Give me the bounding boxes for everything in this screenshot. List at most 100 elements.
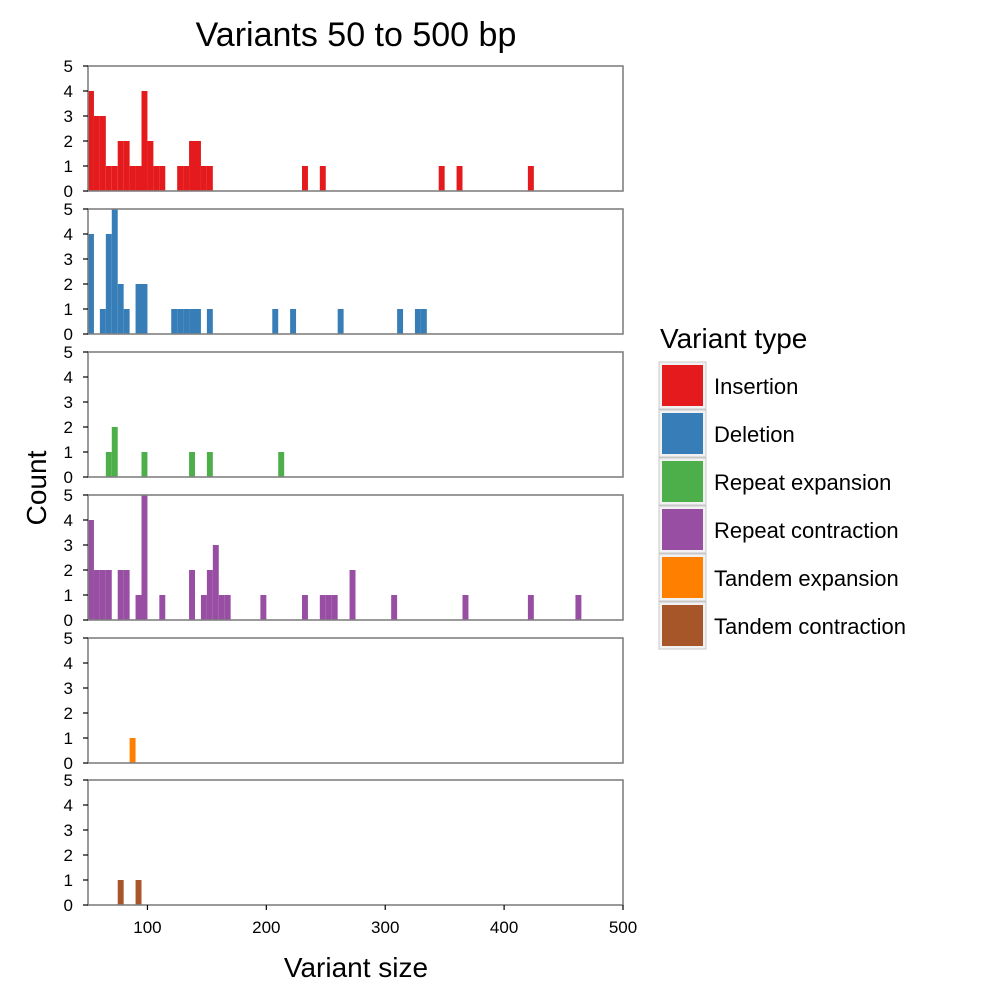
bar-insertion <box>527 166 534 191</box>
bar-insertion <box>302 166 308 191</box>
y-tick-label: 4 <box>64 225 73 244</box>
y-tick-label: 1 <box>64 586 73 605</box>
bar-deletion <box>141 284 148 334</box>
y-tick-label: 1 <box>64 871 73 890</box>
y-tick-label: 4 <box>64 368 73 387</box>
legend: Variant type Insertion Deletion Repeat exp… <box>658 323 906 650</box>
bar-insertion <box>88 91 94 191</box>
panel-border <box>87 494 624 621</box>
y-axis-title: Count <box>21 450 52 525</box>
y-tick-label: 2 <box>64 418 73 437</box>
y-tick-label: 1 <box>64 300 73 319</box>
y-tick-label: 5 <box>64 771 73 790</box>
bar-deletion <box>272 309 279 334</box>
bar-repeat-contraction <box>302 595 308 620</box>
bar-repeat-contraction <box>200 595 207 620</box>
bar-insertion <box>189 141 195 191</box>
bar-repeat-expansion <box>111 427 118 477</box>
panel-border <box>87 637 624 764</box>
y-tick-label: 5 <box>64 629 73 648</box>
bar-deletion <box>206 309 213 334</box>
legend-swatch-tandem-expansion <box>662 557 703 598</box>
bar-repeat-contraction <box>99 570 106 620</box>
bar-insertion <box>129 166 136 191</box>
bar-repeat-contraction <box>319 595 326 620</box>
bar-repeat-contraction <box>135 595 142 620</box>
y-tick-label: 2 <box>64 275 73 294</box>
x-tick-label: 300 <box>371 918 399 937</box>
y-tick-label: 2 <box>64 846 73 865</box>
y-tick-label: 0 <box>64 754 73 773</box>
y-tick-label: 5 <box>64 343 73 362</box>
legend-swatch-repeat-expansion <box>662 461 703 502</box>
bar-repeat-contraction <box>206 570 213 620</box>
y-tick-label: 2 <box>64 132 73 151</box>
panel-insertion: 0 1 2 3 4 5 <box>64 57 624 201</box>
bar-insertion <box>438 166 445 191</box>
bar-repeat-contraction <box>159 595 166 620</box>
bar-deletion <box>117 284 124 334</box>
bar-insertion <box>117 141 124 191</box>
panel-border <box>87 65 624 192</box>
y-tick-label: 5 <box>64 486 73 505</box>
bar-repeat-contraction <box>260 595 267 620</box>
panel-border <box>87 351 624 478</box>
bar-repeat-expansion <box>141 452 148 477</box>
bar-deletion <box>177 309 184 334</box>
bar-insertion <box>147 141 154 191</box>
y-tick-label: 3 <box>64 107 73 126</box>
y-tick-label: 3 <box>64 250 73 269</box>
bar-insertion <box>153 166 160 191</box>
bar-repeat-contraction <box>575 595 582 620</box>
bar-deletion <box>290 309 297 334</box>
bar-repeat-contraction <box>117 570 124 620</box>
legend-swatch-insertion <box>662 365 703 406</box>
bar-repeat-contraction <box>391 595 398 620</box>
bar-deletion <box>135 284 142 334</box>
bar-repeat-contraction <box>123 570 130 620</box>
y-tick-label: 0 <box>64 896 73 915</box>
y-tick-label: 2 <box>64 561 73 580</box>
x-tick-label: 500 <box>609 918 637 937</box>
bar-insertion <box>183 166 190 191</box>
legend-swatch-repeat-contraction <box>662 509 703 550</box>
legend-label-repeat-expansion: Repeat expansion <box>714 470 891 495</box>
y-tick-label: 4 <box>64 511 73 530</box>
y-tick-label: 3 <box>64 393 73 412</box>
y-tick-label: 0 <box>64 611 73 630</box>
bar-tandem-expansion <box>129 738 136 763</box>
bar-insertion <box>206 166 213 191</box>
y-tick-label: 2 <box>64 704 73 723</box>
bar-deletion <box>195 309 201 334</box>
bar-repeat-expansion <box>189 452 195 477</box>
bar-deletion <box>420 309 427 334</box>
legend-label-deletion: Deletion <box>714 422 795 447</box>
bar-deletion <box>337 309 344 334</box>
legend-label-repeat-contraction: Repeat contraction <box>714 518 899 543</box>
bar-deletion <box>105 234 112 334</box>
bar-repeat-contraction <box>105 570 112 620</box>
bar-repeat-contraction <box>349 570 356 620</box>
bar-repeat-expansion <box>206 452 213 477</box>
bar-insertion <box>123 141 130 191</box>
legend-label-tandem-contraction: Tandem contraction <box>714 614 906 639</box>
legend-swatch-deletion <box>662 413 703 454</box>
bar-deletion <box>171 309 178 334</box>
bar-insertion <box>93 116 100 191</box>
panel-repeat-expansion: 0 1 2 3 4 5 <box>64 343 624 487</box>
y-tick-label: 3 <box>64 821 73 840</box>
bar-repeat-contraction <box>331 595 338 620</box>
x-tick-label: 400 <box>490 918 518 937</box>
bar-insertion <box>177 166 184 191</box>
bar-insertion <box>195 141 201 191</box>
y-tick-label: 0 <box>64 182 73 201</box>
bar-repeat-contraction <box>218 595 225 620</box>
panel-repeat-contraction: 0 1 2 3 4 5 <box>64 486 624 630</box>
bar-repeat-expansion <box>278 452 285 477</box>
y-tick-label: 3 <box>64 536 73 555</box>
y-tick-label: 1 <box>64 443 73 462</box>
bar-insertion <box>319 166 326 191</box>
chart-title: Variants 50 to 500 bp <box>196 16 517 54</box>
bar-repeat-contraction <box>189 570 195 620</box>
